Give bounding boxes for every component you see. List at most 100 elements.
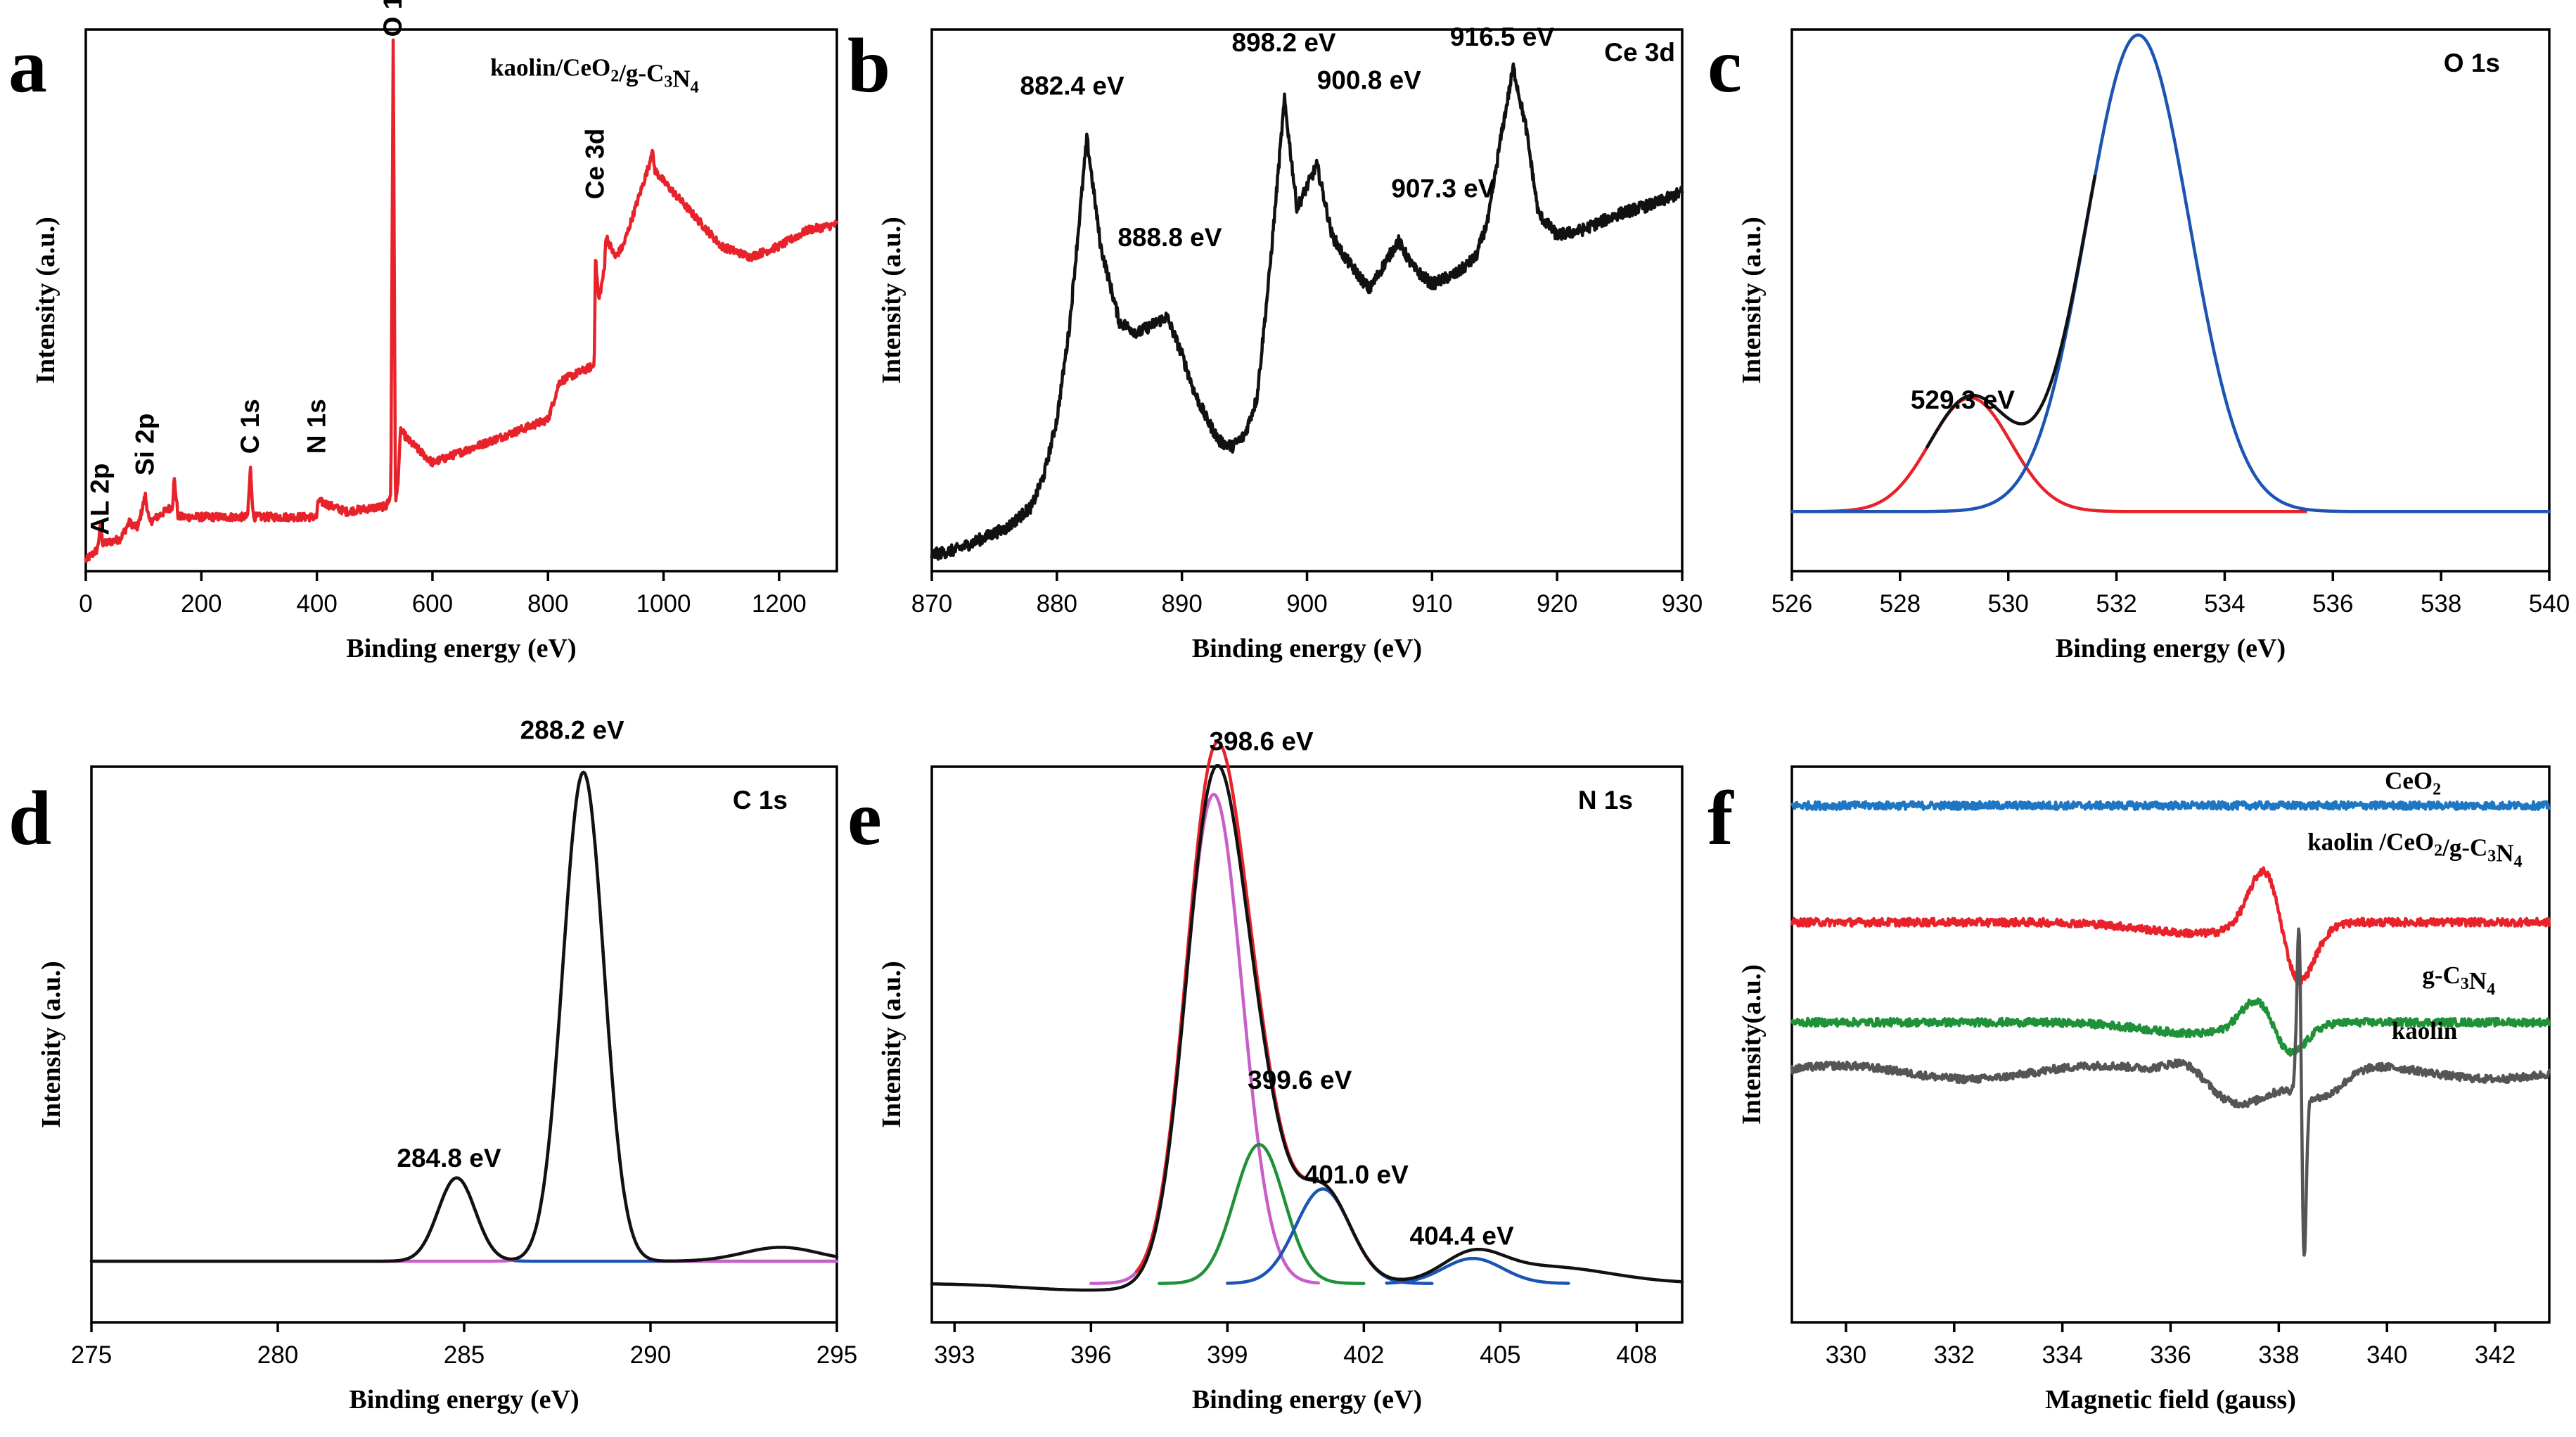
x-axis-label: Magnetic field (gauss)	[2045, 1385, 2296, 1414]
y-axis-label: Intensity(a.u.)	[1737, 964, 1767, 1125]
x-tick-label: 526	[1771, 590, 1812, 618]
peak-label: 882.4 eV	[1020, 71, 1124, 100]
x-tick-label: 332	[1934, 1341, 1975, 1369]
x-tick-label: 538	[2421, 590, 2461, 618]
x-tick-label: 900	[1286, 590, 1327, 618]
x-axis-label: Binding energy (eV)	[346, 634, 576, 663]
plot-frame	[90, 765, 838, 1324]
x-axis-label: Binding energy (eV)	[1192, 1385, 1422, 1414]
panel-letter: a	[8, 23, 47, 108]
peak-label: Ce 3d	[581, 129, 610, 200]
x-tick-label: 295	[816, 1341, 857, 1369]
plot-frame	[930, 765, 1684, 1324]
fit-curve	[89, 770, 839, 1263]
series-label: kaolin	[2392, 1017, 2457, 1045]
legend-label: C 1s	[733, 786, 788, 815]
x-tick-label: 330	[1826, 1341, 1866, 1369]
y-axis-label: Intensity (a.u.)	[31, 217, 60, 384]
panel-f: 330 332 334 336 338 340 342 Magnetic field (gau…	[1707, 765, 2551, 1414]
x-tick-label: 336	[2150, 1341, 2191, 1369]
panel-letter: b	[847, 23, 890, 108]
panel-c: 526 528 530 532 534 536 538 540 Binding energy (…	[1707, 0, 2570, 663]
y-axis-label: Intensity (a.u.)	[37, 961, 66, 1128]
fit-curve	[89, 770, 839, 1263]
x-tick-label: 536	[2312, 590, 2353, 618]
series-label: kaolin /CeO2/g-C3N4	[2307, 829, 2522, 871]
x-tick-label: 880	[1037, 590, 1077, 618]
plot-frame	[930, 28, 1684, 573]
peak-label: 888.8 eV	[1117, 223, 1222, 252]
x-tick-label: 540	[2529, 590, 2570, 618]
x-tick-label: 0	[79, 590, 92, 618]
peak-label: 399.6 eV	[1248, 1066, 1352, 1094]
epr-spectrum	[1790, 866, 2551, 986]
panel-d: 275 280 285 290 295 Binding energy (eV) Intens…	[8, 716, 857, 1415]
x-tick-label: 399	[1207, 1341, 1248, 1369]
x-tick-label: 920	[1537, 590, 1577, 618]
y-axis-label: Intensity (a.u.)	[877, 961, 906, 1128]
x-axis-label: Binding energy (eV)	[349, 1385, 579, 1414]
fit-curve	[1158, 1142, 1366, 1285]
peak-label: AL 2p	[86, 464, 115, 535]
peak-label: C 1s	[236, 399, 264, 454]
series-label: g-C3N4	[2422, 962, 2495, 999]
x-tick-label: 600	[412, 590, 453, 618]
x-tick-label: 408	[1616, 1341, 1657, 1369]
legend-label: Ce 3d	[1604, 38, 1675, 67]
spectrum-line	[930, 62, 1684, 561]
panel-e: 393 396 399 402 405 408 Binding energy (eV) Int…	[847, 727, 1684, 1414]
fit-curve	[1790, 396, 2308, 513]
x-axis-label: Binding energy (eV)	[2056, 634, 2286, 663]
x-tick-label: 342	[2475, 1341, 2516, 1369]
x-tick-label: 280	[257, 1341, 298, 1369]
x-tick-label: 528	[1880, 590, 1921, 618]
x-tick-label: 800	[527, 590, 568, 618]
panel-letter: c	[1707, 23, 1742, 108]
fit-curve	[1134, 740, 1379, 1273]
spectrum-line	[84, 38, 839, 563]
fit-curve	[1790, 33, 2551, 513]
legend-label: kaolin/CeO2/g-C3N4	[490, 53, 699, 96]
x-tick-label: 930	[1662, 590, 1703, 618]
fit-curve	[89, 1176, 839, 1263]
peak-label: N 1s	[302, 399, 331, 454]
panel-a: 0 200 400 600 800 1000 1200 Binding energy (eV)…	[8, 0, 839, 663]
peak-label: 398.6 eV	[1209, 727, 1313, 755]
epr-spectrum	[1790, 997, 2551, 1057]
epr-spectrum	[1790, 927, 2551, 1257]
peak-label: 907.3 eV	[1391, 174, 1495, 203]
x-tick-label: 402	[1343, 1341, 1384, 1369]
x-tick-label: 870	[911, 590, 952, 618]
peak-label: 898.2 eV	[1231, 28, 1335, 57]
x-tick-label: 400	[296, 590, 337, 618]
x-tick-label: 910	[1411, 590, 1452, 618]
x-tick-label: 338	[2258, 1341, 2299, 1369]
x-tick-label: 334	[2042, 1341, 2082, 1369]
fit-curve	[1385, 1256, 1570, 1285]
plot-frame	[84, 28, 838, 573]
legend-label: O 1s	[2444, 49, 2500, 77]
fit-curve	[930, 763, 1684, 1292]
panel-letter: f	[1707, 775, 1734, 861]
plot-frame	[1790, 28, 2551, 573]
y-axis-label: Intensity (a.u.)	[1737, 217, 1767, 384]
x-tick-label: 290	[630, 1341, 671, 1369]
peak-label: O 1s	[378, 0, 407, 37]
x-tick-label: 1000	[636, 590, 691, 618]
x-tick-label: 532	[2096, 590, 2136, 618]
x-tick-label: 275	[71, 1341, 112, 1369]
x-tick-label: 285	[444, 1341, 485, 1369]
peak-label: 404.4 eV	[1410, 1221, 1514, 1250]
x-tick-label: 890	[1161, 590, 1202, 618]
x-tick-label: 1200	[752, 590, 807, 618]
x-tick-label: 396	[1070, 1341, 1111, 1369]
y-axis-label: Intensity (a.u.)	[877, 217, 906, 384]
x-axis-label: Binding energy (eV)	[1192, 634, 1422, 663]
peak-label: 532.4 eV	[2064, 0, 2168, 3]
fit-curve	[1226, 1187, 1434, 1285]
x-tick-label: 340	[2366, 1341, 2407, 1369]
fit-curve	[1089, 793, 1320, 1285]
peak-label: 284.8 eV	[397, 1144, 501, 1173]
series-label: CeO2	[2385, 767, 2441, 799]
